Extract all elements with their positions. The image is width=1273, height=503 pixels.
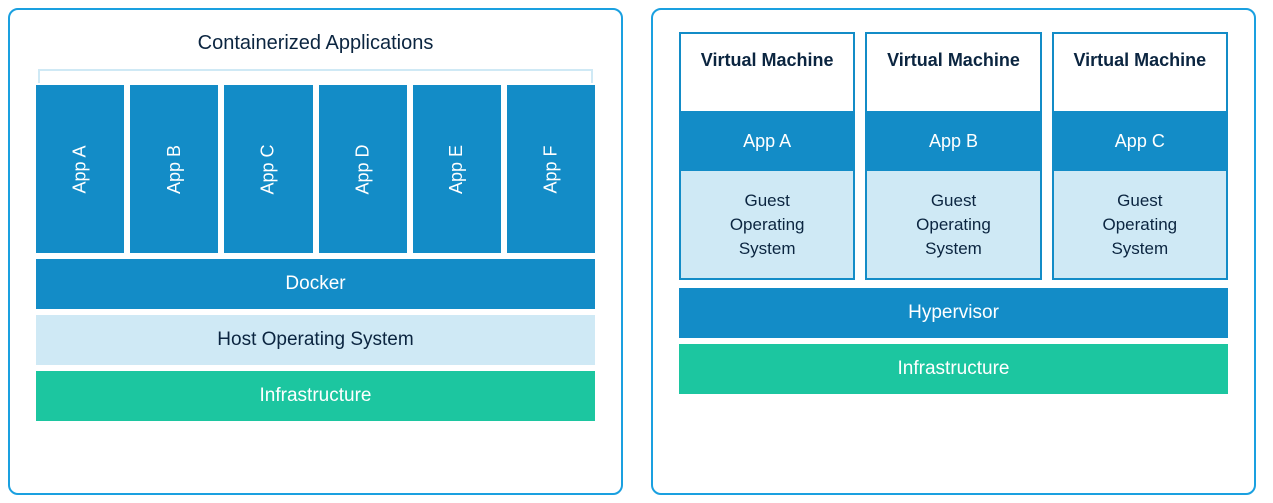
infrastructure-layer: Infrastructure [679,344,1228,394]
app-label: App B [164,144,185,193]
app-box: App D [319,85,407,253]
vm-row: Virtual MachineApp AGuest Operating Syst… [679,32,1228,280]
app-box: App E [413,85,501,253]
vm-app: App C [1054,111,1226,171]
apps-row: App A App B App C App D App E App F [36,85,595,253]
virtual-machine: Virtual MachineApp BGuest Operating Syst… [865,32,1041,280]
hypervisor-layer: Hypervisor [679,288,1228,338]
app-box: App A [36,85,124,253]
app-label: App C [258,144,279,194]
containers-panel: Containerized Applications App AApp BApp… [8,8,623,495]
app-box: App B [130,85,218,253]
vm-title: Virtual Machine [867,34,1039,111]
host-os-layer: Host Operating System [36,315,595,365]
virtual-machine: Virtual MachineApp CGuest Operating Syst… [1052,32,1228,280]
vm-app: App A [681,111,853,171]
vm-app: App B [867,111,1039,171]
vm-panel: Virtual MachineApp AGuest Operating Syst… [651,8,1256,495]
containers-title: Containerized Applications [36,32,595,55]
app-label: App D [352,144,373,194]
docker-layer: Docker [36,259,595,309]
vm-title: Virtual Machine [1054,34,1226,111]
infrastructure-layer: Infrastructure [36,371,595,421]
app-label: App F [540,145,561,193]
vm-title: Virtual Machine [681,34,853,111]
vm-guest-os: Guest Operating System [1054,171,1226,278]
vm-guest-os: Guest Operating System [867,171,1039,278]
virtual-machine: Virtual MachineApp AGuest Operating Syst… [679,32,855,280]
app-box: App F [507,85,595,253]
app-box: App C [224,85,312,253]
app-label: App A [70,145,91,193]
apps-bracket [38,69,593,83]
vm-guest-os: Guest Operating System [681,171,853,278]
app-label: App E [446,144,467,193]
